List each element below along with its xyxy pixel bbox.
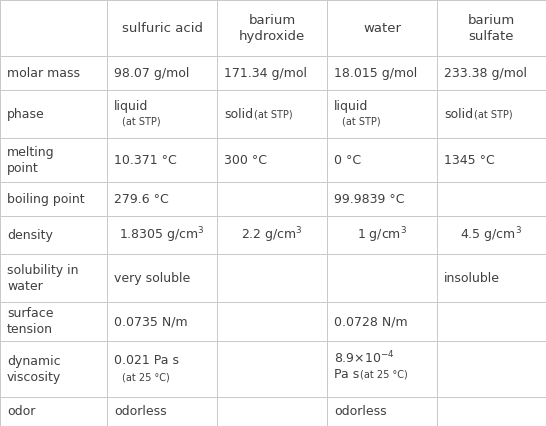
Text: melting
point: melting point — [7, 146, 55, 175]
Text: barium
hydroxide: barium hydroxide — [239, 14, 305, 43]
Text: liquid: liquid — [114, 101, 149, 113]
Text: (at STP): (at STP) — [342, 116, 381, 127]
Bar — [217, 397, 327, 426]
Text: very soluble: very soluble — [114, 271, 190, 285]
Text: 98.07 g/mol: 98.07 g/mol — [114, 67, 189, 80]
Bar — [437, 397, 546, 426]
Bar — [437, 216, 546, 254]
Text: 300 °C: 300 °C — [224, 154, 267, 167]
Bar — [327, 56, 437, 90]
Bar — [0, 138, 107, 182]
Bar — [107, 182, 217, 216]
Text: 171.34 g/mol: 171.34 g/mol — [224, 67, 307, 80]
Bar — [0, 341, 107, 397]
Bar — [0, 182, 107, 216]
Text: 0.021 Pa s: 0.021 Pa s — [114, 354, 179, 367]
Bar — [437, 56, 546, 90]
Bar — [217, 0, 327, 56]
Text: 4.5 g/cm$^{3}$: 4.5 g/cm$^{3}$ — [460, 225, 523, 245]
Bar — [437, 90, 546, 138]
Text: odorless: odorless — [114, 405, 167, 418]
Text: water: water — [363, 22, 401, 35]
Text: (at 25 °C): (at 25 °C) — [360, 370, 407, 380]
Text: dynamic
viscosity: dynamic viscosity — [7, 355, 61, 384]
Bar — [0, 0, 107, 56]
Text: odorless: odorless — [334, 405, 387, 418]
Bar — [107, 302, 217, 341]
Text: Pa s: Pa s — [334, 368, 359, 381]
Text: surface
tension: surface tension — [7, 307, 54, 336]
Bar — [0, 90, 107, 138]
Bar — [217, 56, 327, 90]
Bar — [217, 138, 327, 182]
Text: 233.38 g/mol: 233.38 g/mol — [444, 67, 527, 80]
Bar — [217, 302, 327, 341]
Bar — [437, 138, 546, 182]
Bar — [107, 341, 217, 397]
Text: (at STP): (at STP) — [122, 116, 161, 127]
Bar — [217, 216, 327, 254]
Text: boiling point: boiling point — [7, 193, 85, 206]
Text: sulfuric acid: sulfuric acid — [122, 22, 203, 35]
Bar — [437, 254, 546, 302]
Text: liquid: liquid — [334, 101, 369, 113]
Bar — [0, 216, 107, 254]
Text: (at STP): (at STP) — [254, 109, 293, 119]
Text: 2.2 g/cm$^{3}$: 2.2 g/cm$^{3}$ — [241, 225, 302, 245]
Text: solubility in
water: solubility in water — [7, 264, 79, 293]
Bar — [327, 254, 437, 302]
Text: 18.015 g/mol: 18.015 g/mol — [334, 67, 417, 80]
Bar — [437, 302, 546, 341]
Bar — [0, 254, 107, 302]
Text: 1.8305 g/cm$^{3}$: 1.8305 g/cm$^{3}$ — [119, 225, 205, 245]
Text: 10.371 °C: 10.371 °C — [114, 154, 177, 167]
Text: insoluble: insoluble — [444, 271, 500, 285]
Bar — [217, 90, 327, 138]
Bar — [107, 0, 217, 56]
Bar — [107, 90, 217, 138]
Bar — [217, 182, 327, 216]
Bar — [327, 0, 437, 56]
Text: (at STP): (at STP) — [474, 109, 513, 119]
Bar — [437, 182, 546, 216]
Text: solid: solid — [224, 108, 253, 121]
Text: 279.6 °C: 279.6 °C — [114, 193, 169, 206]
Text: (at 25 °C): (at 25 °C) — [122, 373, 170, 383]
Bar — [437, 341, 546, 397]
Bar — [327, 302, 437, 341]
Bar — [327, 397, 437, 426]
Text: 0.0735 N/m: 0.0735 N/m — [114, 315, 188, 328]
Bar — [327, 216, 437, 254]
Bar — [217, 254, 327, 302]
Text: 0 °C: 0 °C — [334, 154, 361, 167]
Bar — [107, 216, 217, 254]
Text: 0.0728 N/m: 0.0728 N/m — [334, 315, 408, 328]
Text: solid: solid — [444, 108, 473, 121]
Text: 99.9839 °C: 99.9839 °C — [334, 193, 405, 206]
Bar — [107, 138, 217, 182]
Bar — [327, 182, 437, 216]
Bar — [327, 341, 437, 397]
Text: density: density — [7, 228, 53, 242]
Bar — [0, 56, 107, 90]
Bar — [327, 138, 437, 182]
Bar — [107, 254, 217, 302]
Bar — [437, 0, 546, 56]
Bar — [0, 302, 107, 341]
Bar — [327, 90, 437, 138]
Text: 1 g/cm$^{3}$: 1 g/cm$^{3}$ — [357, 225, 407, 245]
Text: 8.9×10$^{-4}$: 8.9×10$^{-4}$ — [334, 350, 395, 366]
Text: barium
sulfate: barium sulfate — [468, 14, 515, 43]
Text: odor: odor — [7, 405, 35, 418]
Bar — [0, 397, 107, 426]
Bar — [107, 56, 217, 90]
Text: phase: phase — [7, 108, 45, 121]
Text: 1345 °C: 1345 °C — [444, 154, 495, 167]
Bar — [107, 397, 217, 426]
Text: molar mass: molar mass — [7, 67, 80, 80]
Bar — [217, 341, 327, 397]
